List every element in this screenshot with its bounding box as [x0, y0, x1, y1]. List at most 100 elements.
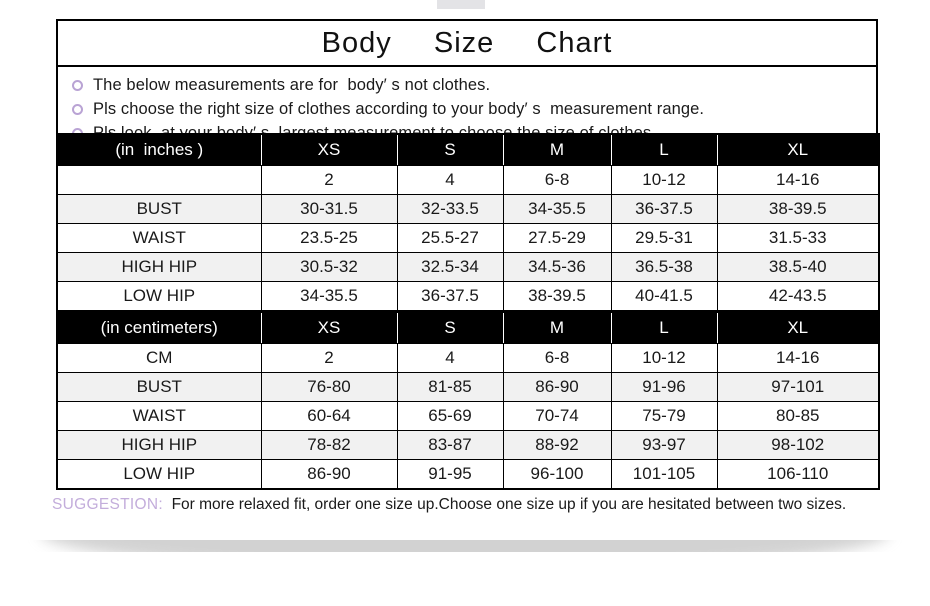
cell-xl: 106-110 [716, 459, 880, 490]
suggestion-label: SUGGESTION: [52, 496, 163, 513]
column-header-l: L [610, 311, 718, 344]
cell-m: 96-100 [502, 459, 612, 490]
cell-s: 4 [396, 343, 504, 373]
cell-m: 6-8 [502, 165, 612, 195]
cell-xs: 2 [260, 343, 398, 373]
cell-xs: 78-82 [260, 430, 398, 460]
table-header-inches: (in inches ) XS S M L XL [56, 133, 880, 166]
cell-l: 10-12 [610, 343, 718, 373]
header-box: Body Size Chart The below measurements a… [56, 19, 878, 154]
cell-l: 75-79 [610, 401, 718, 431]
cell-xl: 97-101 [716, 372, 880, 402]
table-row: 2 4 6-8 10-12 14-16 [56, 165, 880, 195]
cell-m: 70-74 [502, 401, 612, 431]
column-header-s: S [396, 133, 504, 166]
cell-s: 65-69 [396, 401, 504, 431]
row-label: BUST [56, 372, 262, 402]
cell-l: 40-41.5 [610, 281, 718, 312]
cell-xs: 34-35.5 [260, 281, 398, 312]
cell-xl: 42-43.5 [716, 281, 880, 312]
table-row: WAIST 23.5-25 25.5-27 27.5-29 29.5-31 31… [56, 223, 880, 253]
cell-m: 88-92 [502, 430, 612, 460]
cell-l: 36-37.5 [610, 194, 718, 224]
column-header-l: L [610, 133, 718, 166]
row-label: LOW HIP [56, 459, 262, 490]
cell-xl: 98-102 [716, 430, 880, 460]
cell-xs: 30-31.5 [260, 194, 398, 224]
row-label: WAIST [56, 401, 262, 431]
cell-l: 101-105 [610, 459, 718, 490]
cell-m: 6-8 [502, 343, 612, 373]
table-row: LOW HIP 34-35.5 36-37.5 38-39.5 40-41.5 … [56, 281, 880, 312]
table-body-centimeters: CM 2 4 6-8 10-12 14-16 BUST 76-80 81-85 … [56, 343, 880, 490]
table-row: HIGH HIP 78-82 83-87 88-92 93-97 98-102 [56, 430, 880, 460]
page-curl-shadow [0, 540, 930, 606]
cell-xs: 2 [260, 165, 398, 195]
cell-xs: 86-90 [260, 459, 398, 490]
table-header-row: (in centimeters) XS S M L XL [56, 311, 880, 344]
table-row: CM 2 4 6-8 10-12 14-16 [56, 343, 880, 373]
cell-m: 34-35.5 [502, 194, 612, 224]
row-label: BUST [56, 194, 262, 224]
cell-xl: 80-85 [716, 401, 880, 431]
column-header-s: S [396, 311, 504, 344]
column-header-m: M [502, 133, 612, 166]
row-label: LOW HIP [56, 281, 262, 312]
cell-xs: 30.5-32 [260, 252, 398, 282]
cell-m: 34.5-36 [502, 252, 612, 282]
cell-m: 38-39.5 [502, 281, 612, 312]
cell-xl: 14-16 [716, 165, 880, 195]
cell-l: 10-12 [610, 165, 718, 195]
table-row: BUST 76-80 81-85 86-90 91-96 97-101 [56, 372, 880, 402]
column-header-xl: XL [716, 133, 880, 166]
table-header-row: (in inches ) XS S M L XL [56, 133, 880, 166]
column-header-xl: XL [716, 311, 880, 344]
column-header-m: M [502, 311, 612, 344]
cell-s: 36-37.5 [396, 281, 504, 312]
title-row: Body Size Chart [58, 21, 876, 67]
note-item: The below measurements are for body′ s n… [58, 73, 876, 97]
table-row: BUST 30-31.5 32-33.5 34-35.5 36-37.5 38-… [56, 194, 880, 224]
cell-s: 91-95 [396, 459, 504, 490]
cell-xs: 76-80 [260, 372, 398, 402]
column-header-xs: XS [260, 133, 398, 166]
cell-l: 93-97 [610, 430, 718, 460]
cell-xl: 14-16 [716, 343, 880, 373]
cell-s: 32-33.5 [396, 194, 504, 224]
cell-m: 27.5-29 [502, 223, 612, 253]
size-table-inches: (in inches ) XS S M L XL 2 4 6-8 10-12 1… [56, 133, 880, 312]
row-label [56, 165, 262, 195]
note-item: Pls choose the right size of clothes acc… [58, 97, 876, 121]
column-header-unit: (in centimeters) [56, 311, 262, 344]
note-text: Pls choose the right size of clothes acc… [93, 100, 705, 118]
cell-xs: 23.5-25 [260, 223, 398, 253]
suggestion-text: For more relaxed fit, order one size up.… [162, 496, 847, 513]
cell-xs: 60-64 [260, 401, 398, 431]
note-text: The below measurements are for body′ s n… [93, 76, 491, 94]
cell-l: 91-96 [610, 372, 718, 402]
cell-s: 25.5-27 [396, 223, 504, 253]
suggestion-line: SUGGESTION: For more relaxed fit, order … [52, 494, 912, 516]
column-header-xs: XS [260, 311, 398, 344]
size-table-centimeters: (in centimeters) XS S M L XL CM 2 4 6-8 … [56, 311, 880, 490]
cell-s: 81-85 [396, 372, 504, 402]
table-body-inches: 2 4 6-8 10-12 14-16 BUST 30-31.5 32-33.5… [56, 165, 880, 312]
row-label: HIGH HIP [56, 252, 262, 282]
cell-m: 86-90 [502, 372, 612, 402]
cell-l: 36.5-38 [610, 252, 718, 282]
cell-xl: 38.5-40 [716, 252, 880, 282]
column-header-unit: (in inches ) [56, 133, 262, 166]
bullet-circle-icon [72, 104, 83, 115]
cell-xl: 31.5-33 [716, 223, 880, 253]
table-header-centimeters: (in centimeters) XS S M L XL [56, 311, 880, 344]
table-row: WAIST 60-64 65-69 70-74 75-79 80-85 [56, 401, 880, 431]
page-title: Body Size Chart [321, 26, 613, 59]
cell-l: 29.5-31 [610, 223, 718, 253]
row-label: WAIST [56, 223, 262, 253]
cell-xl: 38-39.5 [716, 194, 880, 224]
row-label: HIGH HIP [56, 430, 262, 460]
top-artifact-smudge [437, 0, 485, 9]
table-row: HIGH HIP 30.5-32 32.5-34 34.5-36 36.5-38… [56, 252, 880, 282]
cell-s: 83-87 [396, 430, 504, 460]
